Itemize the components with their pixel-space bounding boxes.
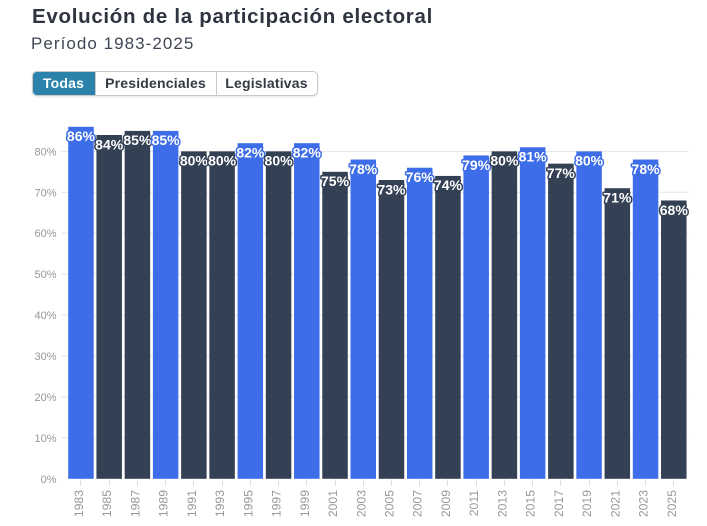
svg-text:80%: 80% xyxy=(180,153,209,169)
svg-text:1993: 1993 xyxy=(213,490,227,517)
svg-text:68%: 68% xyxy=(660,202,689,218)
svg-text:2025: 2025 xyxy=(665,490,679,517)
svg-text:2019: 2019 xyxy=(580,490,594,517)
svg-text:71%: 71% xyxy=(603,190,632,206)
svg-text:82%: 82% xyxy=(236,144,265,160)
svg-text:2021: 2021 xyxy=(608,490,622,517)
svg-text:80%: 80% xyxy=(34,146,56,158)
svg-text:2015: 2015 xyxy=(524,490,538,517)
svg-text:60%: 60% xyxy=(34,228,56,240)
svg-text:20%: 20% xyxy=(34,392,56,404)
svg-text:2009: 2009 xyxy=(439,490,453,517)
svg-text:40%: 40% xyxy=(34,310,56,322)
svg-text:80%: 80% xyxy=(575,153,604,169)
svg-text:80%: 80% xyxy=(490,153,519,169)
svg-text:2013: 2013 xyxy=(495,490,509,517)
svg-text:81%: 81% xyxy=(519,149,548,165)
svg-text:1989: 1989 xyxy=(157,490,171,517)
svg-text:1997: 1997 xyxy=(270,490,284,517)
svg-text:77%: 77% xyxy=(547,165,576,181)
svg-text:2003: 2003 xyxy=(354,490,368,517)
svg-text:2001: 2001 xyxy=(326,490,340,517)
svg-text:1983: 1983 xyxy=(72,490,86,517)
svg-text:2011: 2011 xyxy=(467,490,481,516)
svg-text:76%: 76% xyxy=(406,169,435,185)
svg-text:1987: 1987 xyxy=(128,490,142,517)
svg-text:2005: 2005 xyxy=(382,490,396,517)
svg-text:80%: 80% xyxy=(265,153,294,169)
svg-text:2017: 2017 xyxy=(552,490,566,517)
svg-text:78%: 78% xyxy=(632,161,661,177)
svg-text:50%: 50% xyxy=(34,269,56,281)
svg-text:1985: 1985 xyxy=(100,490,114,517)
svg-text:85%: 85% xyxy=(123,132,152,148)
svg-text:74%: 74% xyxy=(434,177,463,193)
svg-text:85%: 85% xyxy=(152,132,181,148)
svg-text:0%: 0% xyxy=(41,474,57,486)
svg-text:75%: 75% xyxy=(321,173,350,189)
svg-text:1991: 1991 xyxy=(185,490,199,517)
svg-text:1999: 1999 xyxy=(298,490,312,517)
svg-text:84%: 84% xyxy=(95,136,124,152)
svg-text:1995: 1995 xyxy=(241,490,255,517)
svg-text:73%: 73% xyxy=(377,181,406,197)
svg-text:70%: 70% xyxy=(34,187,56,199)
svg-text:78%: 78% xyxy=(349,161,378,177)
svg-text:2007: 2007 xyxy=(411,490,425,517)
svg-text:80%: 80% xyxy=(208,153,237,169)
svg-text:79%: 79% xyxy=(462,157,491,173)
svg-text:86%: 86% xyxy=(67,128,96,144)
svg-text:82%: 82% xyxy=(293,144,322,160)
svg-text:30%: 30% xyxy=(34,351,56,363)
svg-text:2023: 2023 xyxy=(637,490,651,517)
svg-text:10%: 10% xyxy=(34,433,56,445)
